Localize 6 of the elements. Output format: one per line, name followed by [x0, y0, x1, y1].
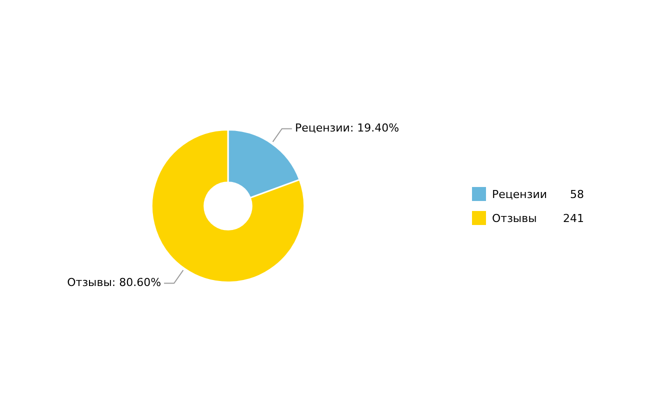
text: 241 — [562, 212, 584, 224]
text: 58 — [569, 188, 584, 200]
legend-label: Рецензии — [492, 188, 548, 200]
data-label: Отзывы: 80.60% — [67, 276, 162, 290]
legend-label: Отзывы — [492, 212, 538, 224]
data-label: Рецензии: 19.40% — [294, 122, 400, 135]
